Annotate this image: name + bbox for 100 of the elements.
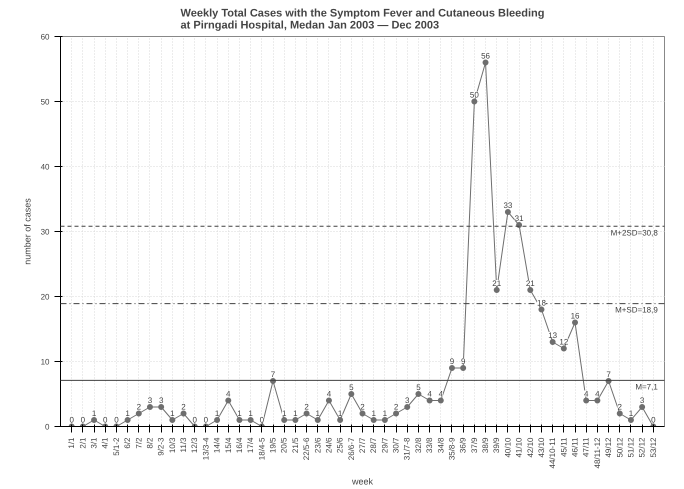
x-tick-label: 18/4-5 <box>257 436 266 460</box>
ref-line-label: M=7,1 <box>635 382 658 392</box>
data-label: 1 <box>293 409 298 418</box>
point <box>471 98 478 104</box>
data-label: 0 <box>103 416 108 424</box>
data-label: 12 <box>559 338 569 346</box>
x-tick-label: 36/9 <box>458 436 468 454</box>
data-label: 7 <box>606 370 612 379</box>
point <box>415 391 422 397</box>
x-tick-label: 13/3-4 <box>201 436 210 460</box>
point <box>370 417 377 423</box>
data-label: 1 <box>248 409 254 418</box>
point <box>169 417 176 423</box>
data-label: 2 <box>136 402 142 412</box>
point <box>124 417 131 423</box>
point <box>382 417 388 423</box>
data-label: 4 <box>438 390 444 398</box>
x-tick-label: 44/10-11 <box>548 436 558 468</box>
point <box>572 320 578 326</box>
x-tick-label: 41/10 <box>514 436 524 458</box>
x-tick-label: 48/11-12 <box>592 436 602 468</box>
x-tick-label: 3/1 <box>90 436 99 449</box>
data-label: 5 <box>416 383 422 392</box>
x-tick-label: 32/8 <box>414 436 423 454</box>
data-label: 0 <box>651 416 656 424</box>
point <box>214 417 220 423</box>
point <box>393 410 400 416</box>
data-label: 3 <box>148 396 153 405</box>
data-label: 5 <box>349 383 354 392</box>
point <box>158 404 164 410</box>
x-tick-label: 37/9 <box>470 436 479 454</box>
x-tick-label: 26/6-7 <box>346 436 356 460</box>
x-tick-label: 52/12 <box>638 436 647 458</box>
x-tick-label: 8/2 <box>145 436 154 449</box>
data-label: 1 <box>237 409 242 418</box>
x-tick-label: 14/4 <box>212 436 222 454</box>
x-tick-label: 53/12 <box>648 436 658 458</box>
data-label: 1 <box>170 409 176 418</box>
x-tick-label: 29/7 <box>380 436 390 454</box>
x-tick-label: 39/9 <box>492 436 502 454</box>
ref-line-label: M+SD=18,9 <box>615 306 658 315</box>
data-label: 3 <box>405 396 410 405</box>
point <box>448 365 455 371</box>
point <box>460 365 466 371</box>
data-label: 2 <box>360 402 366 412</box>
data-label: 0 <box>80 416 86 424</box>
x-tick-label: 9/2-3 <box>156 436 166 456</box>
x-tick-label: 34/8 <box>436 436 446 454</box>
point <box>281 417 288 423</box>
point <box>527 287 534 293</box>
point <box>594 398 600 404</box>
x-tick-label: 6/2 <box>123 436 132 449</box>
data-label: 3 <box>158 396 164 405</box>
ref-line-label: M+2SD=30,8 <box>610 228 658 238</box>
data-label: 7 <box>270 370 276 379</box>
x-tick-label: 19/5 <box>268 436 278 454</box>
point <box>583 398 590 404</box>
data-label: 0 <box>260 416 265 424</box>
data-label: 21 <box>492 279 502 288</box>
point <box>337 417 344 423</box>
x-tick-label: 5/1-2 <box>112 436 121 456</box>
chart-title: Weekly Total Cases with the Symptom Fever and Cutaneous Bleeding at Pirngadi Hospital, Medan Jan 2003 — Dec 2003 <box>180 8 544 32</box>
y-tick-label: 30 <box>40 228 50 236</box>
x-tick-label: 2/1 <box>78 436 88 449</box>
point <box>292 417 298 423</box>
x-tick-label: 38/9 <box>481 436 490 454</box>
y-tick-label: 20 <box>40 292 50 302</box>
x-tick-label: 15/4 <box>224 436 233 454</box>
x-tick-label: 35/8-9 <box>447 436 456 460</box>
y-axis-title: number of cases <box>22 198 33 265</box>
x-tick-label: 31/7-8 <box>402 436 412 460</box>
x-tick-label: 25/6 <box>336 436 345 454</box>
data-label: 4 <box>595 390 600 398</box>
x-tick-label: 16/4 <box>234 436 244 454</box>
x-tick-label: 27/7 <box>358 436 367 454</box>
data-label: 1 <box>92 409 97 418</box>
data-label: 1 <box>125 409 130 418</box>
data-label: 4 <box>326 390 332 398</box>
x-tick-label: 49/12 <box>604 436 614 458</box>
point <box>538 306 544 312</box>
x-tick-label: 4/1 <box>100 436 110 449</box>
point <box>180 410 187 416</box>
x-tick-label: 42/10 <box>526 436 535 458</box>
point <box>550 339 556 345</box>
data-label: 0 <box>69 416 74 424</box>
point <box>560 346 567 352</box>
x-tick-label: 50/12 <box>615 436 624 458</box>
data-label: 4 <box>427 390 432 398</box>
x-tick-label: 47/11 <box>582 436 591 457</box>
x-axis-title: week <box>350 476 374 486</box>
x-tick-label: 20/5 <box>280 436 289 454</box>
data-label: 3 <box>640 396 645 405</box>
point <box>146 404 153 410</box>
data-label: 50 <box>470 90 480 100</box>
point <box>326 398 332 404</box>
data-label: 31 <box>514 214 524 223</box>
x-tick-label: 10/3 <box>168 436 177 454</box>
data-label: 56 <box>481 52 491 60</box>
point <box>494 287 500 293</box>
data-label: 2 <box>394 402 399 412</box>
